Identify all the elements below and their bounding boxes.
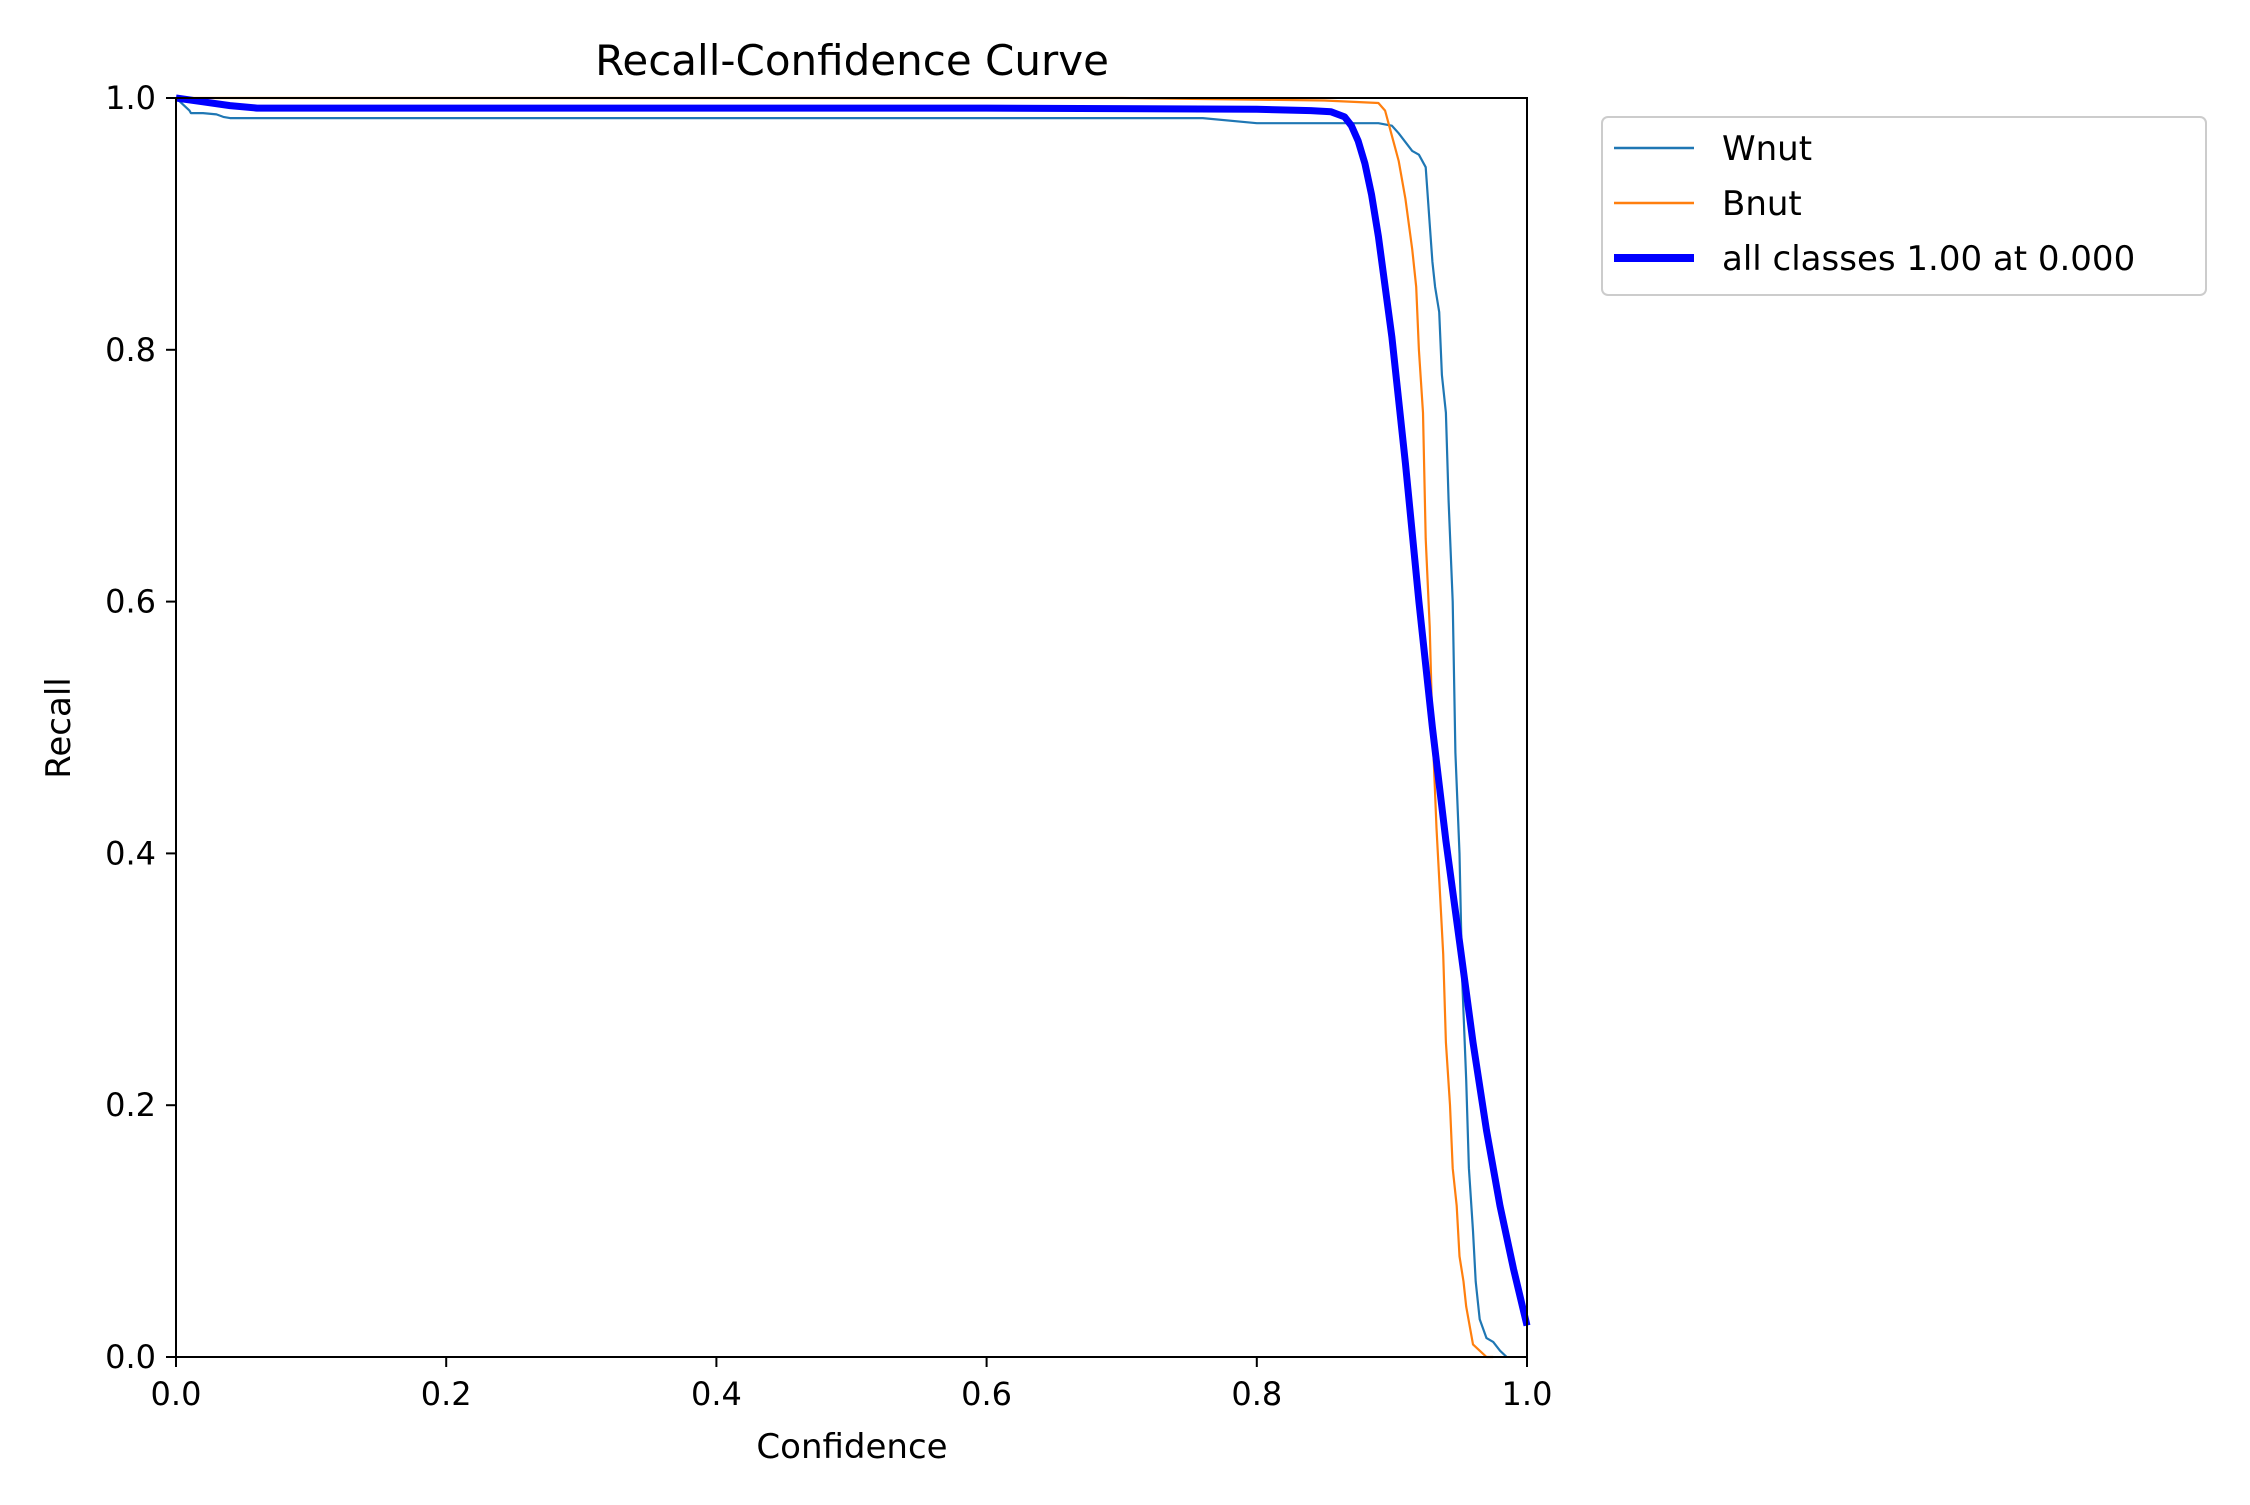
series-line-wnut — [175, 97, 1508, 1358]
x-tick-label: 0.4 — [691, 1375, 742, 1413]
x-tick-label: 0.2 — [421, 1375, 472, 1413]
x-axis-title: Confidence — [756, 1427, 947, 1467]
y-tick-label: 0.0 — [105, 1338, 156, 1376]
series-line-bnut — [176, 96, 1494, 1359]
plot-area-frame — [175, 97, 1528, 1358]
y-tick-label: 1.0 — [105, 79, 156, 117]
y-tick-label: 0.4 — [105, 834, 156, 872]
y-tick-label: 0.2 — [105, 1086, 156, 1124]
series-line-all — [175, 94, 1531, 1327]
chart-title: Recall-Confidence Curve — [595, 36, 1109, 85]
legend-label: Wnut — [1722, 129, 1812, 169]
y-axis-title: Recall — [39, 677, 79, 778]
x-tick-label: 0.8 — [1231, 1375, 1282, 1413]
y-tick-label: 0.6 — [105, 583, 156, 621]
legend: Wnut Bnut all classes 1.00 at 0.000 — [1601, 116, 2207, 296]
legend-label: all classes 1.00 at 0.000 — [1722, 239, 2135, 279]
x-tick-label: 0.6 — [961, 1375, 1012, 1413]
x-tick-label: 1.0 — [1502, 1375, 1553, 1413]
legend-box — [1601, 116, 2207, 296]
y-tick-label: 0.8 — [105, 331, 156, 369]
x-tick-label: 0.0 — [151, 1375, 202, 1413]
legend-label: Bnut — [1722, 184, 1802, 224]
